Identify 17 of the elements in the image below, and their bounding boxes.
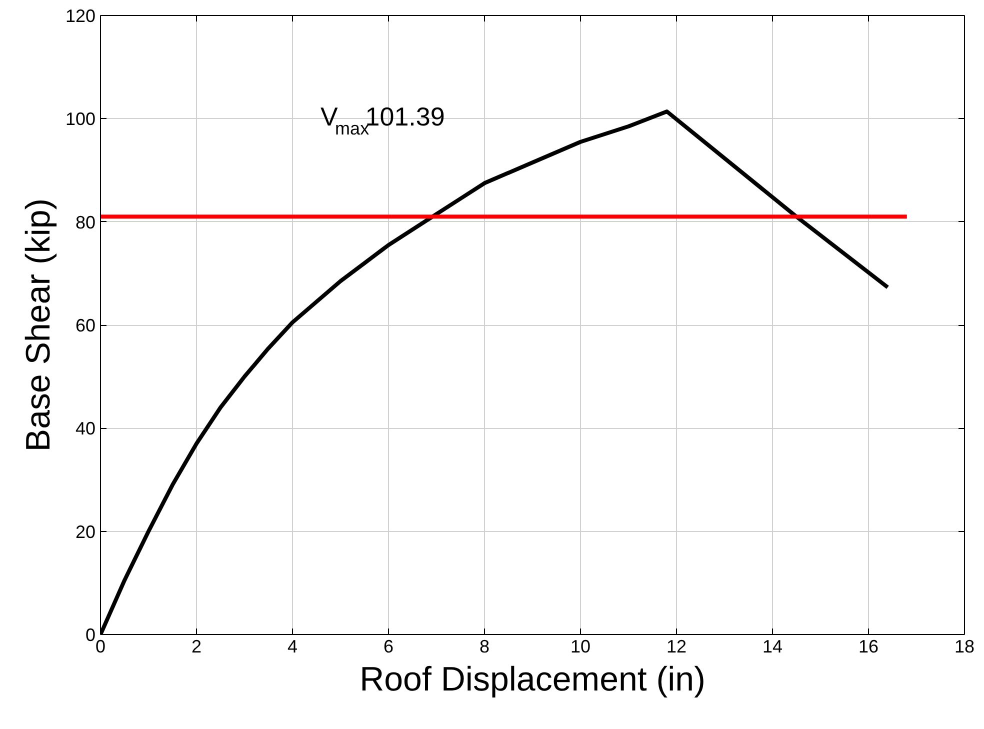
x-axis-title: Roof Displacement (in) [360, 660, 706, 698]
x-tick-label: 12 [666, 636, 687, 656]
y-tick-label: 20 [75, 522, 96, 542]
x-tick-label: 14 [762, 636, 783, 656]
x-tick-label: 16 [858, 636, 879, 656]
y-tick-label: 60 [75, 316, 96, 336]
x-tick-label: 18 [954, 636, 975, 656]
x-tick-label: 4 [287, 636, 298, 656]
x-tick-label: 6 [383, 636, 394, 656]
y-tick-label: 100 [65, 109, 96, 130]
y-axis-title: Base Shear (kip) [19, 198, 58, 452]
y-tick-label: 80 [75, 212, 96, 232]
x-tick-label: 10 [570, 636, 591, 656]
y-tick-label: 40 [75, 418, 96, 439]
x-tick-label: 8 [479, 636, 490, 656]
y-tick-label: 120 [65, 6, 96, 26]
x-tick-label: 2 [191, 636, 202, 656]
